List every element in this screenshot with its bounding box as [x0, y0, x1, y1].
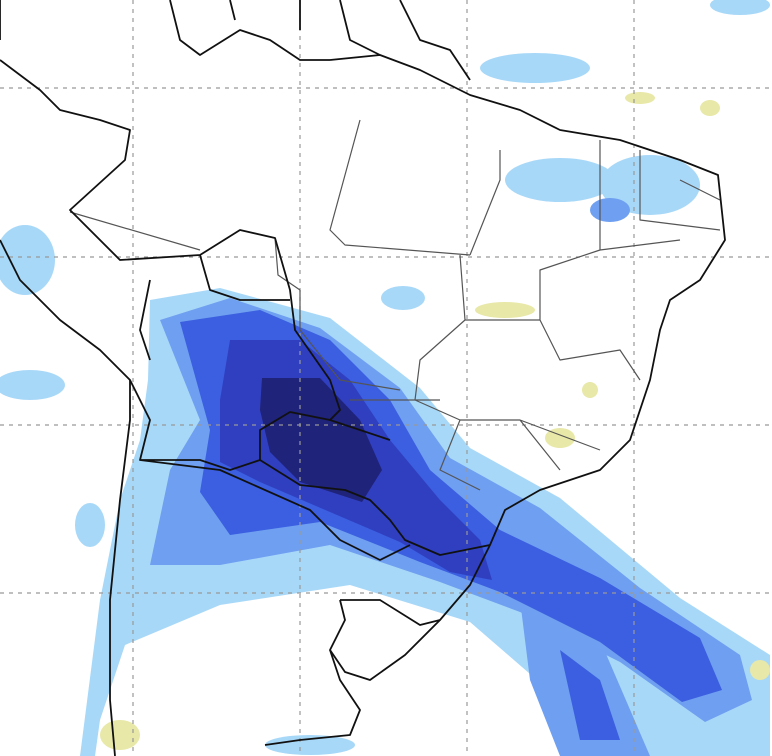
state-borders — [69, 119, 721, 491]
uruguay-argentina-coast — [264, 599, 441, 746]
rain-patch — [505, 158, 615, 202]
trace-patch — [100, 720, 140, 750]
country-line — [129, 254, 411, 561]
trace-patch — [545, 428, 575, 448]
trace-patch — [700, 100, 720, 116]
trace-patch — [475, 302, 535, 318]
rain-patch — [0, 370, 65, 400]
brazil-west-border — [0, 59, 491, 556]
rain-patch — [75, 503, 105, 547]
trace-patch — [625, 92, 655, 104]
trace-patch — [582, 382, 598, 398]
rain-patch — [265, 735, 355, 755]
trace-patch — [750, 660, 770, 680]
trace-rain-areas — [100, 92, 770, 750]
rain-patch — [600, 155, 700, 215]
rain-patch — [480, 53, 590, 83]
country-borders — [0, 0, 726, 756]
rain-patch — [0, 225, 55, 295]
pacific-coast — [0, 239, 131, 756]
rain-patch — [381, 286, 425, 310]
state-line — [69, 119, 721, 491]
extreme-rain-area — [260, 378, 382, 502]
rain-band-heavy — [560, 650, 620, 740]
rain-patch — [590, 198, 630, 222]
coastline — [329, 54, 726, 681]
rain-patch — [710, 0, 770, 15]
northern-borders — [0, 0, 471, 81]
